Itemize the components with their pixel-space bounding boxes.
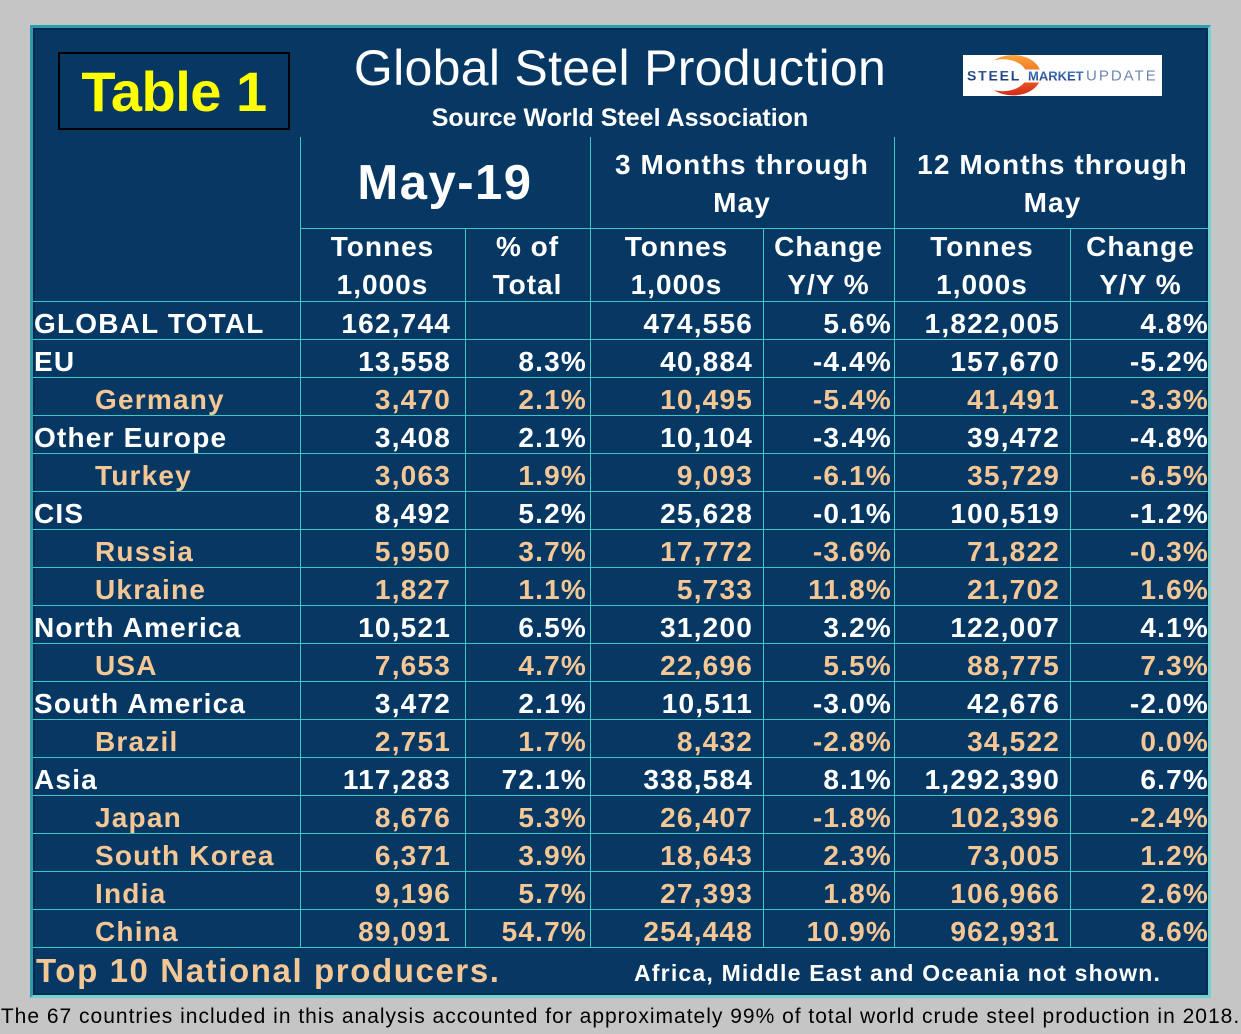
svg-text:UPDATE: UPDATE <box>1086 68 1158 85</box>
svg-text:STEEL: STEEL <box>967 68 1021 84</box>
svg-text:MARKET: MARKET <box>1028 69 1084 84</box>
